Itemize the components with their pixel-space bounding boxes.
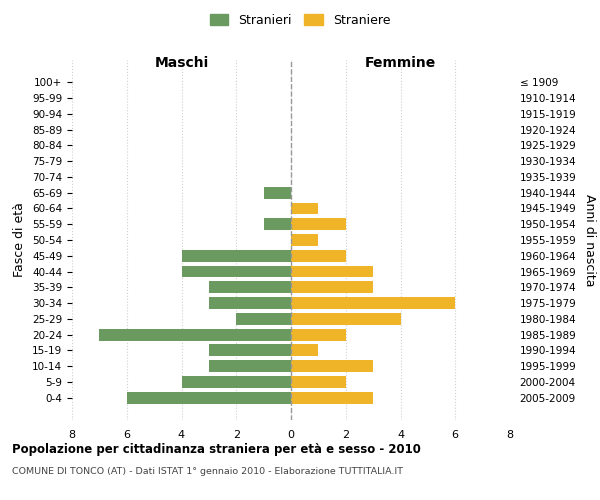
Bar (291, 392, 373, 404)
Bar (182, 250, 291, 262)
Bar (209, 344, 291, 356)
Bar (291, 360, 373, 372)
Bar (182, 266, 291, 278)
Bar (291, 218, 346, 230)
Bar (100, 328, 291, 340)
Bar (291, 297, 455, 309)
Bar (291, 266, 373, 278)
Bar (209, 297, 291, 309)
Bar (291, 202, 319, 214)
Bar (182, 376, 291, 388)
Bar (291, 344, 319, 356)
Text: Popolazione per cittadinanza straniera per età e sesso - 2010: Popolazione per cittadinanza straniera p… (12, 442, 421, 456)
Bar (291, 234, 319, 246)
Y-axis label: Fasce di età: Fasce di età (13, 202, 26, 278)
Text: Femmine: Femmine (365, 56, 436, 70)
Bar (291, 376, 346, 388)
Bar (291, 250, 346, 262)
Y-axis label: Anni di nascita: Anni di nascita (583, 194, 596, 286)
Bar (291, 328, 346, 340)
Bar (127, 392, 291, 404)
Bar (209, 282, 291, 293)
Bar (263, 187, 291, 198)
Legend: Stranieri, Straniere: Stranieri, Straniere (205, 8, 395, 32)
Bar (209, 360, 291, 372)
Bar (291, 313, 401, 325)
Text: COMUNE DI TONCO (AT) - Dati ISTAT 1° gennaio 2010 - Elaborazione TUTTITALIA.IT: COMUNE DI TONCO (AT) - Dati ISTAT 1° gen… (12, 468, 403, 476)
Bar (263, 218, 291, 230)
Bar (236, 313, 291, 325)
Bar (291, 282, 373, 293)
Text: Maschi: Maschi (154, 56, 209, 70)
